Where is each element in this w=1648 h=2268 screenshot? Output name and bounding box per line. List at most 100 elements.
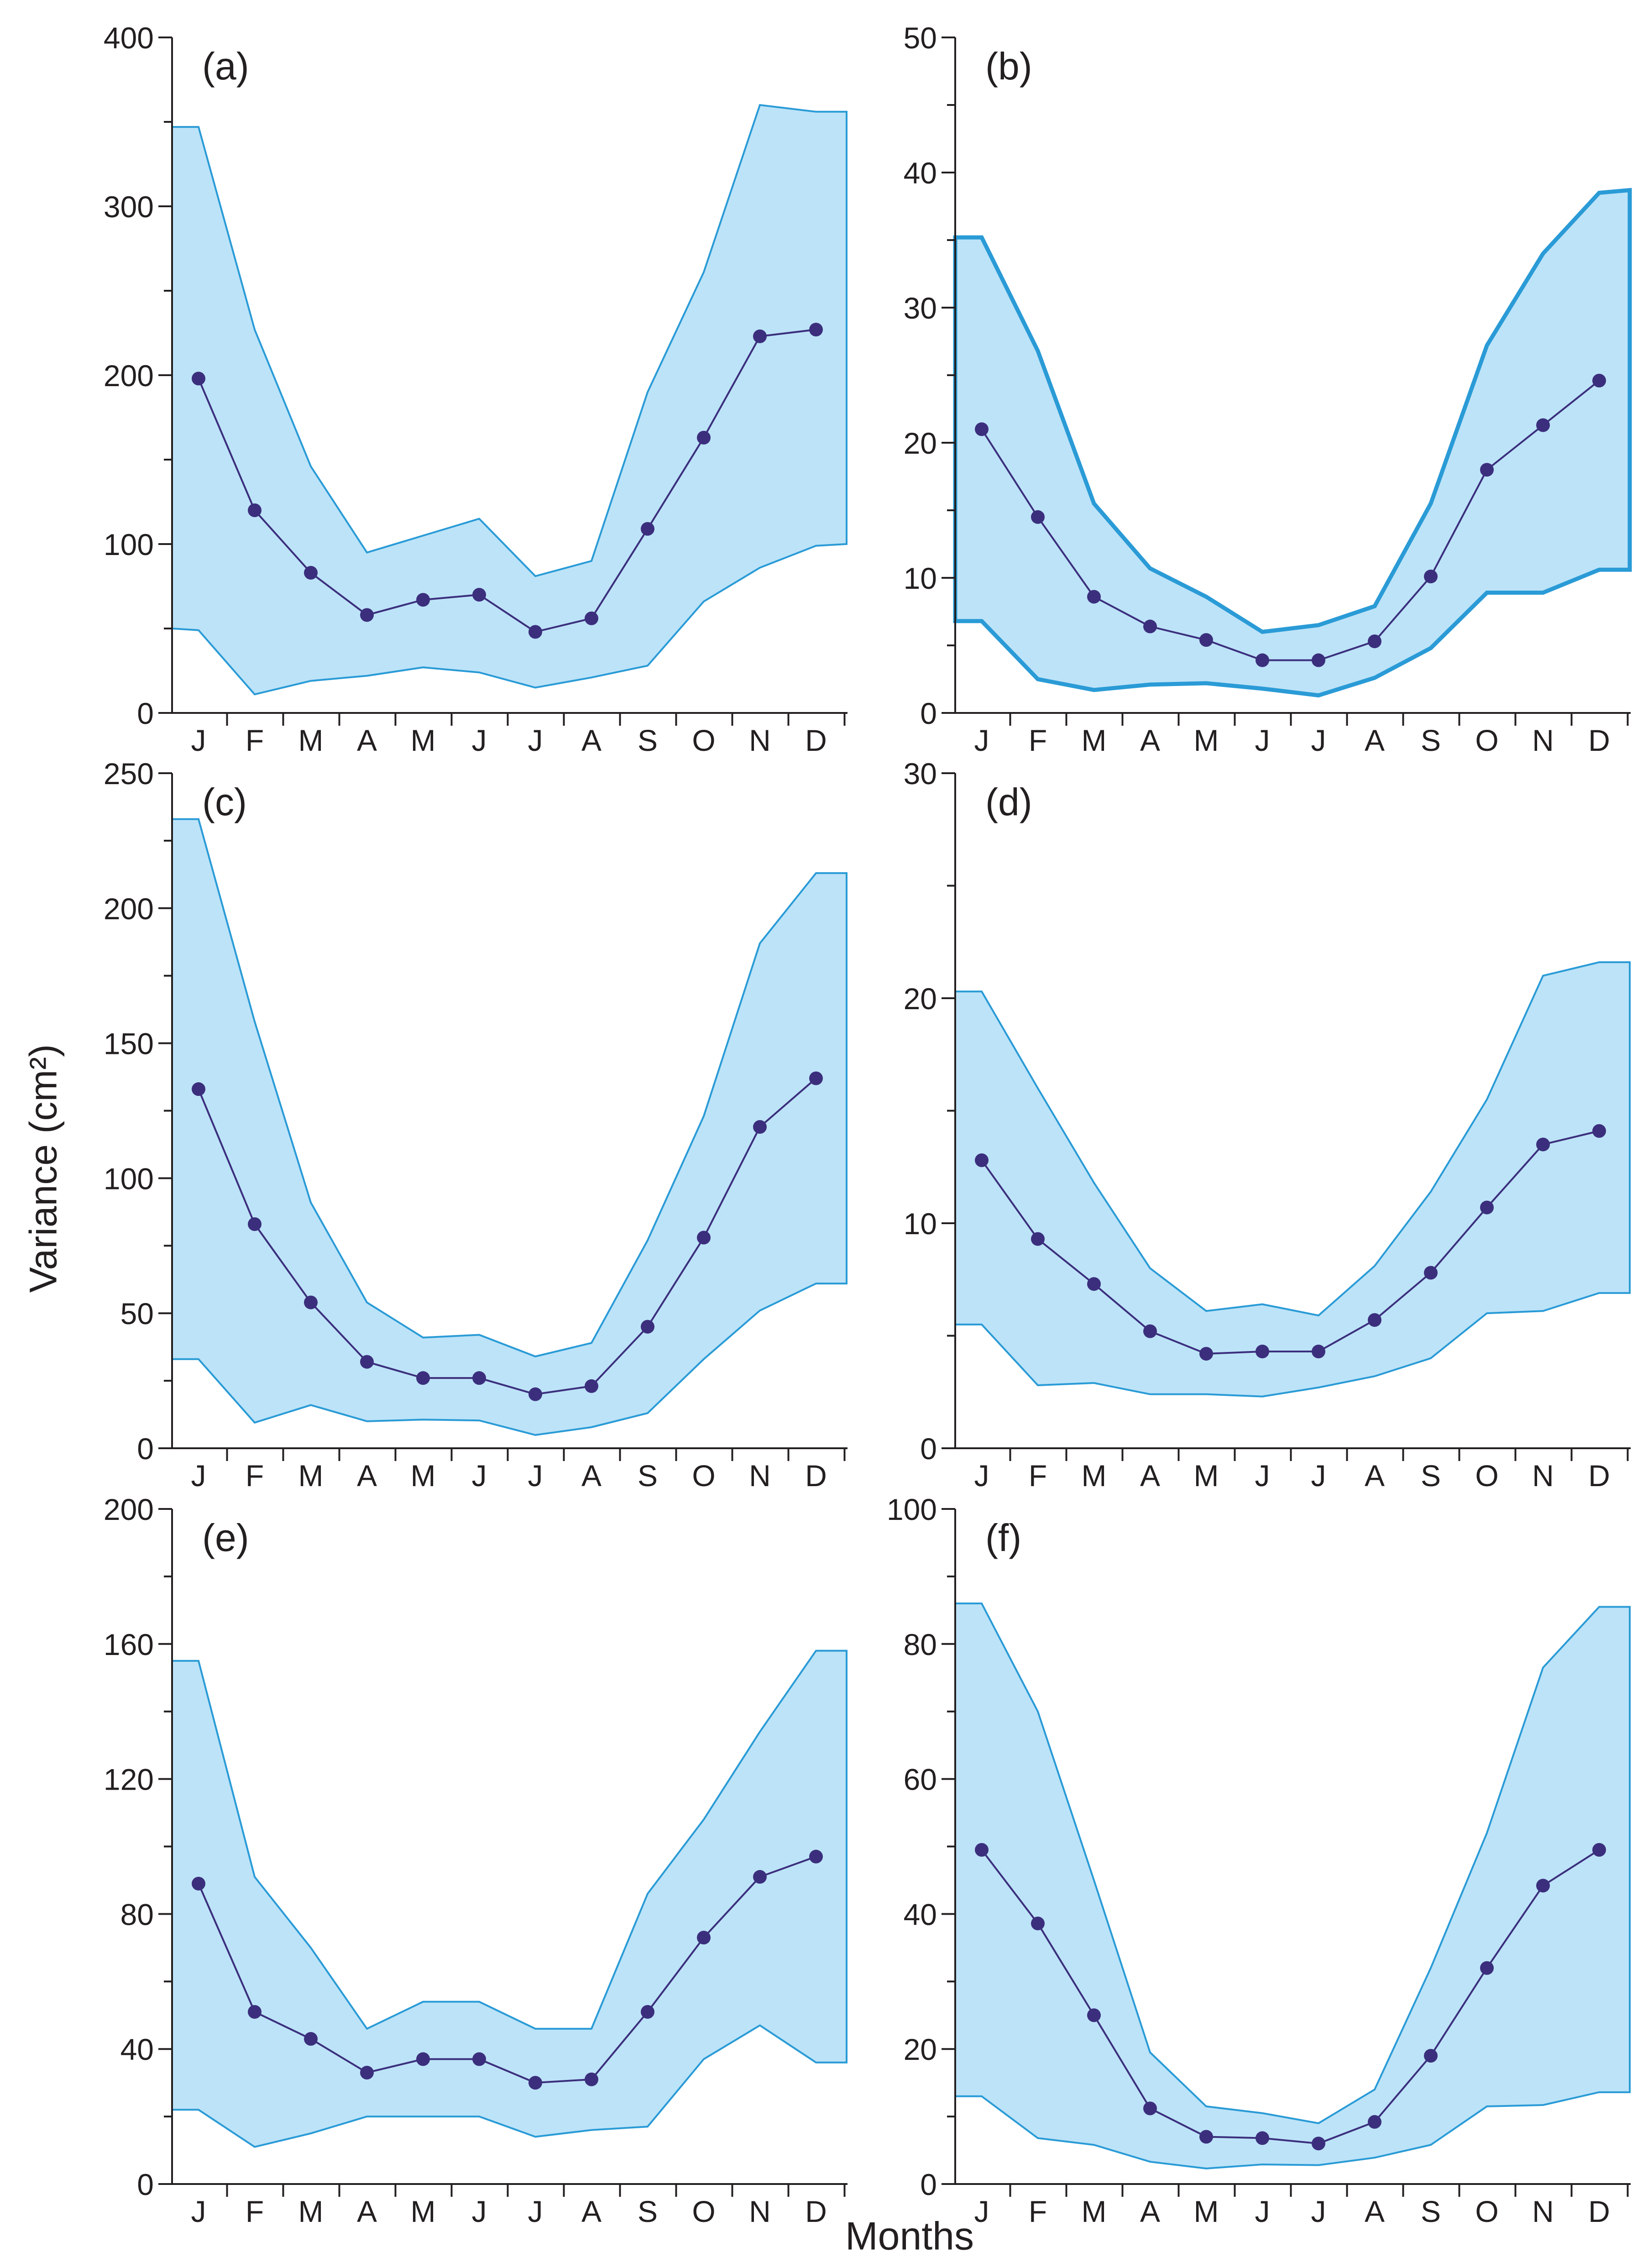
- mean-point: [975, 422, 989, 436]
- mean-point: [304, 566, 318, 580]
- x-tick-label-M: M: [298, 2195, 324, 2228]
- mean-point: [416, 593, 430, 607]
- y-tick-label: 400: [104, 21, 154, 55]
- x-tick-label-F: F: [1029, 2195, 1047, 2228]
- mean-point: [1199, 2130, 1213, 2144]
- x-tick-label-N: N: [749, 2195, 771, 2228]
- y-tick-label: 20: [904, 2032, 937, 2066]
- x-tick-label-J: J: [974, 1459, 989, 1493]
- y-axis-title: Variance (cm²): [21, 1044, 66, 1293]
- mean-point: [1424, 1266, 1438, 1280]
- mean-point: [975, 1153, 989, 1167]
- x-tick-label-S: S: [1421, 723, 1441, 757]
- mean-point: [304, 2032, 318, 2046]
- mean-series-line: [981, 1130, 1600, 1355]
- mean-point: [472, 588, 486, 602]
- x-tick-label-A: A: [357, 2195, 377, 2228]
- x-tick-label-A: A: [581, 2195, 602, 2228]
- x-tick-label-A: A: [1365, 723, 1385, 757]
- panel-label: (f): [985, 1516, 1021, 1559]
- x-tick-label-A: A: [581, 723, 602, 757]
- y-tick-label: 80: [120, 1897, 154, 1931]
- x-tick-label-J: J: [1311, 1459, 1326, 1493]
- mean-point: [528, 1387, 542, 1401]
- y-tick-label: 100: [104, 1162, 154, 1195]
- x-tick-label-M: M: [1194, 1459, 1219, 1493]
- y-tick-label: 200: [104, 1493, 154, 1526]
- mean-point: [1368, 2115, 1381, 2129]
- panel-label: (a): [202, 45, 249, 88]
- x-tick-label-J: J: [528, 1459, 543, 1493]
- mean-point: [360, 2065, 374, 2079]
- x-tick-label-S: S: [638, 723, 658, 757]
- x-tick-label-D: D: [1588, 723, 1610, 757]
- mean-point: [1031, 1917, 1045, 1931]
- y-tick-label: 100: [887, 1493, 937, 1526]
- y-tick-label: 10: [904, 561, 937, 595]
- variance-range-band: [171, 1650, 848, 2148]
- mean-series-line: [198, 1855, 816, 2084]
- x-tick-label-M: M: [1082, 2195, 1107, 2228]
- panel-label: (c): [202, 780, 247, 823]
- mean-point: [1536, 1879, 1550, 1893]
- x-tick-label-O: O: [1475, 2195, 1498, 2228]
- x-tick-label-S: S: [638, 2195, 658, 2228]
- y-tick-label: 120: [104, 1763, 154, 1797]
- mean-point: [1199, 633, 1213, 647]
- mean-point: [1592, 1843, 1606, 1857]
- x-tick-label-A: A: [1365, 2195, 1385, 2228]
- mean-point: [192, 1876, 205, 1891]
- mean-point: [248, 2005, 262, 2019]
- mean-point: [1312, 2137, 1325, 2151]
- mean-point: [753, 1870, 767, 1884]
- mean-point: [360, 608, 374, 622]
- x-tick-label-A: A: [1140, 723, 1160, 757]
- y-tick-label: 200: [104, 359, 154, 393]
- y-tick-label: 0: [920, 2168, 937, 2201]
- y-tick-label: 250: [104, 757, 154, 791]
- y-tick-label: 60: [904, 1763, 937, 1797]
- x-tick-label-J: J: [472, 2195, 487, 2228]
- mean-point: [1536, 418, 1550, 432]
- mean-point: [1256, 1345, 1269, 1359]
- mean-point: [641, 2005, 654, 2019]
- mean-point: [697, 1931, 711, 1945]
- mean-point: [472, 1371, 486, 1385]
- mean-point: [697, 430, 711, 445]
- x-tick-label-O: O: [692, 2195, 715, 2228]
- mean-point: [1143, 619, 1157, 634]
- mean-point: [753, 1120, 767, 1134]
- x-tick-label-M: M: [298, 723, 324, 757]
- x-tick-label-O: O: [1475, 1459, 1498, 1493]
- y-tick-label: 0: [920, 697, 937, 730]
- x-tick-label-F: F: [246, 1459, 264, 1493]
- variance-range-band: [954, 1603, 1631, 2169]
- y-axis-title-text: Variance (cm²): [21, 1044, 65, 1293]
- x-tick-label-O: O: [1475, 723, 1498, 757]
- mean-point: [585, 1379, 598, 1393]
- x-tick-label-A: A: [357, 1459, 377, 1493]
- y-tick-label: 80: [904, 1628, 937, 1661]
- x-tick-label-N: N: [749, 1459, 771, 1493]
- mean-point: [1424, 570, 1438, 584]
- y-tick-label: 40: [904, 156, 937, 190]
- mean-point: [1424, 2048, 1438, 2063]
- x-tick-label-N: N: [749, 723, 771, 757]
- x-tick-label-N: N: [1532, 723, 1554, 757]
- y-tick-label: 0: [137, 1432, 154, 1466]
- mean-point: [697, 1231, 711, 1245]
- y-tick-label: 100: [104, 528, 154, 561]
- x-tick-label-J: J: [191, 723, 206, 757]
- mean-point: [1312, 1345, 1325, 1359]
- mean-point: [1536, 1137, 1550, 1152]
- y-tick-label: 0: [920, 1432, 937, 1466]
- x-tick-label-D: D: [1588, 1459, 1610, 1493]
- y-tick-label: 10: [904, 1207, 937, 1241]
- mean-point: [1592, 373, 1606, 388]
- x-tick-label-F: F: [246, 2195, 264, 2228]
- x-tick-label-J: J: [528, 2195, 543, 2228]
